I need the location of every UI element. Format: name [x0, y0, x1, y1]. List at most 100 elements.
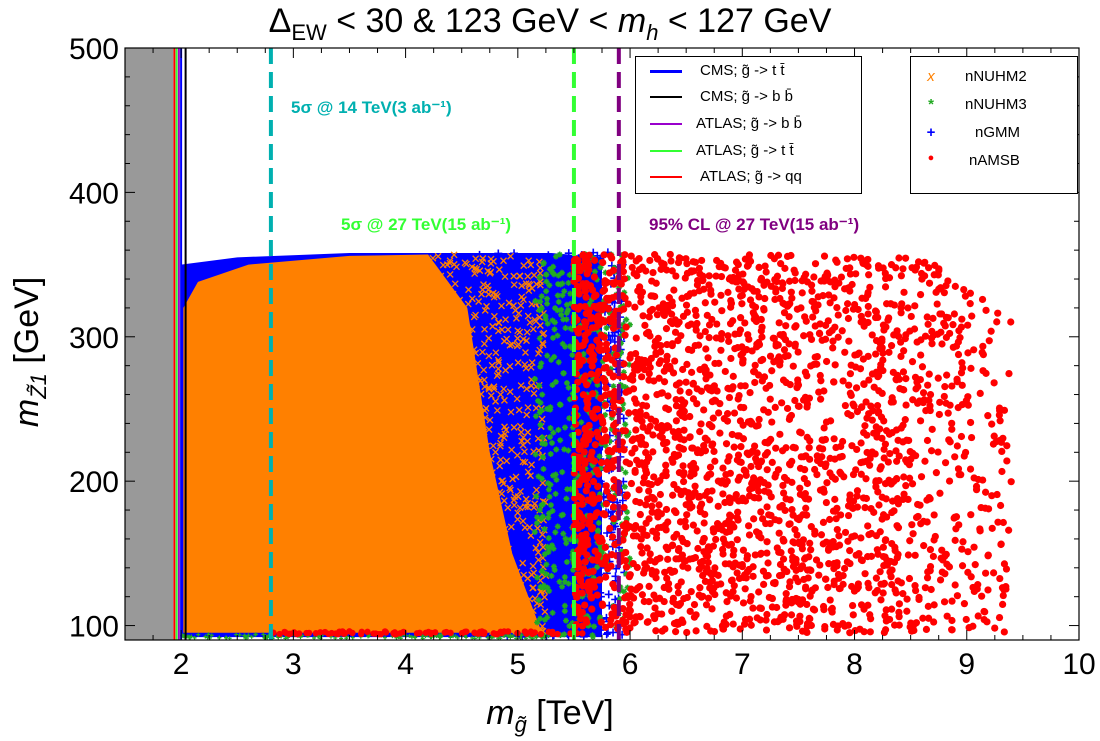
nnuhm2-point [439, 386, 447, 394]
ngmm-point [524, 516, 533, 525]
nnuhm2-point [441, 518, 449, 526]
x-tick-label: 5 [509, 648, 526, 681]
namsb-point [619, 427, 627, 435]
namsb-point [960, 600, 969, 608]
namsb-point [636, 283, 644, 291]
namsb-point [821, 435, 830, 444]
nnuhm3-point [189, 634, 194, 639]
namsb-point [625, 573, 633, 581]
namsb-point [714, 502, 722, 510]
namsb-point [693, 448, 702, 457]
nnuhm3-point [606, 438, 613, 445]
namsb-point [312, 630, 320, 637]
namsb-point [689, 521, 697, 529]
nnuhm2-point [430, 488, 437, 496]
namsb-point [923, 313, 931, 321]
namsb-point [782, 598, 790, 606]
nnuhm3-point [566, 396, 573, 403]
nnuhm2-point [500, 257, 507, 265]
namsb-point [672, 417, 680, 425]
namsb-point [605, 294, 613, 302]
nnuhm2-point [477, 534, 485, 542]
ngmm-point [511, 416, 520, 425]
namsb-point [905, 474, 914, 482]
namsb-point [844, 537, 852, 545]
namsb-point [751, 477, 759, 485]
nnuhm2-point [493, 406, 501, 414]
namsb-point [663, 340, 671, 349]
nnuhm2-point [473, 373, 481, 381]
nnuhm2-point [499, 607, 507, 615]
namsb-point [837, 470, 845, 478]
nnuhm2-point [521, 361, 529, 369]
namsb-point [726, 524, 734, 532]
nnuhm3-point [552, 378, 559, 385]
namsb-point [749, 309, 757, 317]
nnuhm2-point [541, 608, 549, 616]
namsb-point [771, 473, 779, 481]
namsb-point [649, 448, 657, 456]
namsb-point [830, 565, 838, 573]
namsb-point [807, 523, 815, 531]
namsb-point [683, 260, 691, 268]
namsb-point [592, 509, 601, 517]
namsb-point [625, 387, 633, 395]
nnuhm3-point [544, 320, 551, 327]
namsb-point [727, 296, 735, 305]
namsb-point [664, 555, 672, 563]
nnuhm3-point [563, 495, 570, 502]
namsb-point [673, 530, 681, 538]
namsb-point [730, 443, 738, 451]
nnuhm2-point [457, 599, 464, 607]
namsb-point [619, 604, 627, 613]
namsb-point [807, 566, 815, 575]
namsb-point [593, 591, 601, 599]
nnuhm2-point [489, 442, 497, 450]
namsb-point [662, 325, 671, 333]
nnuhm2-point [526, 318, 534, 326]
namsb-point [994, 309, 1002, 317]
nnuhm3-point [602, 269, 609, 276]
namsb-point [791, 396, 799, 405]
namsb-point [749, 572, 757, 580]
namsb-point [820, 252, 829, 260]
namsb-point [828, 473, 836, 481]
namsb-point [837, 273, 846, 281]
namsb-point [964, 401, 972, 409]
namsb-point [845, 381, 853, 389]
namsb-point [626, 600, 634, 608]
namsb-point [703, 622, 711, 630]
namsb-point [711, 396, 719, 404]
namsb-point [698, 256, 706, 265]
nnuhm2-point [427, 436, 435, 444]
namsb-point [705, 471, 713, 479]
namsb-point [951, 581, 959, 589]
namsb-point [693, 400, 701, 408]
nnuhm2-point [436, 380, 444, 388]
namsb-point [819, 540, 827, 548]
nnuhm3-point [560, 370, 567, 377]
namsb-point [834, 311, 842, 319]
nnuhm3-point [563, 301, 570, 308]
namsb-point [682, 301, 691, 309]
namsb-point [687, 588, 695, 596]
namsb-point [782, 322, 790, 330]
ngmm-point [526, 438, 535, 447]
namsb-point [904, 304, 912, 312]
nnuhm2-point [533, 280, 540, 288]
namsb-point [872, 368, 880, 376]
namsb-point [748, 347, 756, 355]
namsb-point [620, 360, 628, 368]
namsb-point [711, 359, 719, 368]
nnuhm2-point [479, 286, 487, 294]
namsb-point [912, 513, 921, 522]
namsb-point [743, 555, 751, 563]
namsb-point [821, 622, 829, 631]
nnuhm2-point [432, 542, 439, 550]
nnuhm2-point [492, 397, 500, 405]
namsb-point [957, 432, 966, 441]
nnuhm2-point [530, 390, 538, 397]
namsb-point [874, 409, 882, 417]
namsb-point [773, 603, 781, 612]
namsb-point [637, 542, 645, 551]
